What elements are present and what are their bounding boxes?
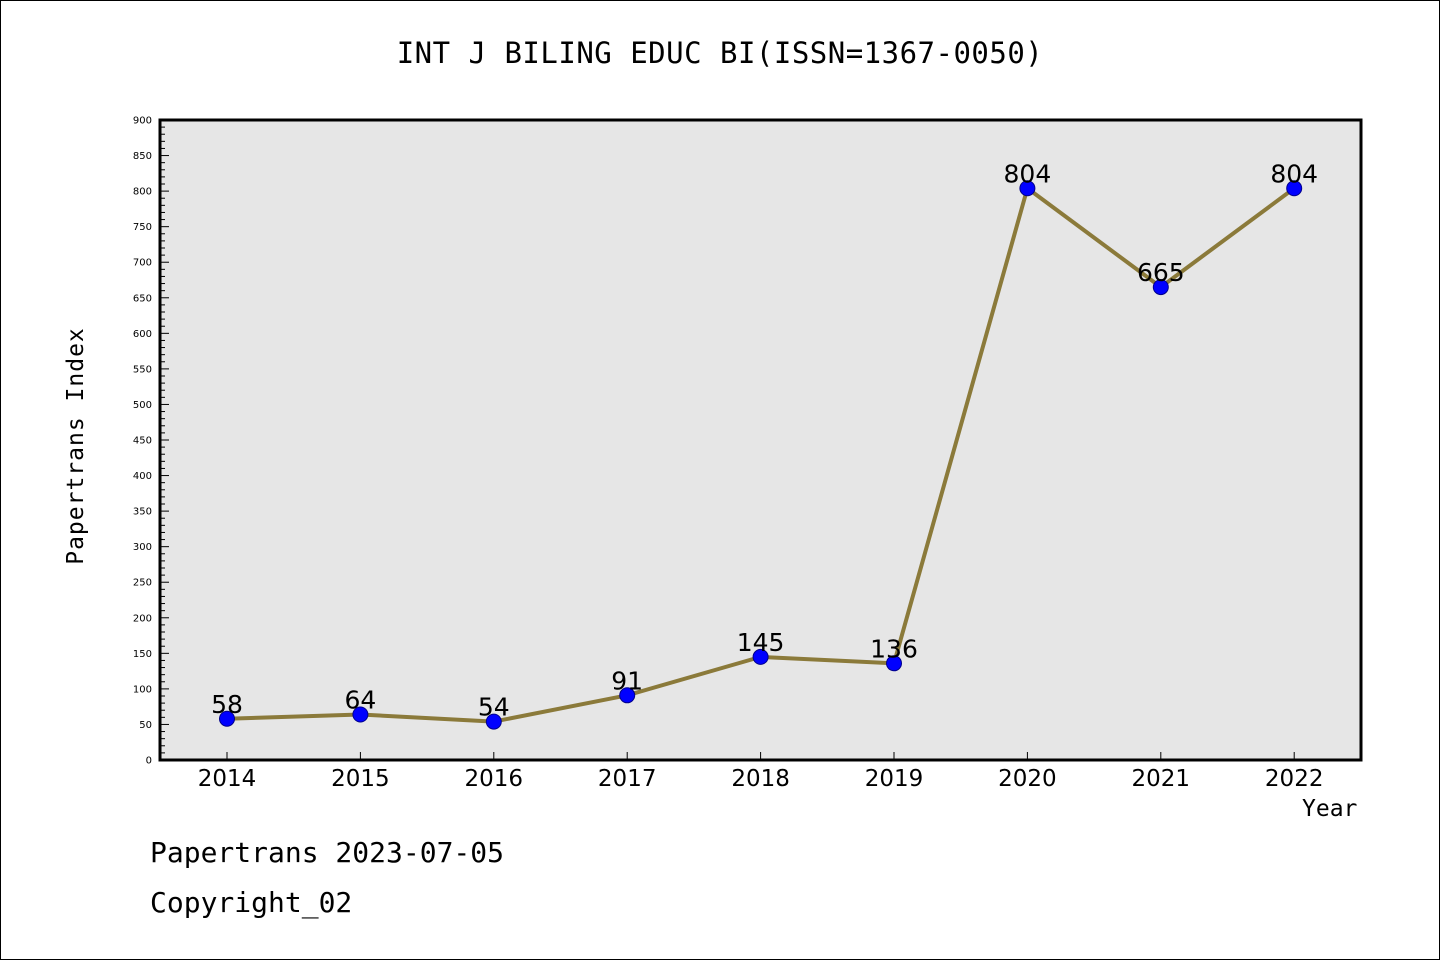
- y-tick-label: 250: [133, 578, 152, 589]
- y-tick-label: 350: [133, 507, 152, 518]
- x-tick-label: 2022: [1265, 766, 1324, 792]
- data-label: 804: [1270, 159, 1318, 188]
- y-tick-label: 900: [133, 116, 152, 127]
- y-tick-label: 500: [133, 400, 152, 411]
- data-point: [1019, 180, 1036, 197]
- y-tick-label: 550: [133, 364, 152, 375]
- x-tick-label: 2021: [1132, 766, 1191, 792]
- y-tick-label: 200: [133, 613, 152, 624]
- x-tick-label: 2016: [465, 766, 524, 792]
- y-tick-label: 750: [133, 222, 152, 233]
- x-tick-label: 2014: [198, 766, 257, 792]
- x-tick-label: 2017: [598, 766, 657, 792]
- y-tick-label: 800: [133, 187, 152, 198]
- y-tick-label: 850: [133, 151, 152, 162]
- x-tick-label: 2018: [731, 766, 790, 792]
- y-tick-label: 600: [133, 329, 152, 340]
- footer-copyright: Copyright_02: [150, 886, 353, 919]
- y-tick-label: 400: [133, 471, 152, 482]
- data-label: 804: [1004, 159, 1052, 188]
- x-axis-label: Year: [1302, 796, 1358, 822]
- data-point: [1286, 180, 1303, 197]
- data-label: 665: [1137, 258, 1185, 287]
- footer-date: Papertrans 2023-07-05: [150, 836, 505, 869]
- y-tick-label: 700: [133, 258, 152, 269]
- data-point: [752, 648, 769, 665]
- y-tick-label: 650: [133, 293, 152, 304]
- data-label: 64: [344, 685, 376, 714]
- data-point: [219, 710, 235, 727]
- y-tick-label: 100: [133, 684, 152, 695]
- data-point: [1152, 279, 1169, 296]
- y-tick-label: 300: [133, 542, 152, 553]
- data-point: [485, 713, 502, 730]
- x-tick-label: 2015: [331, 766, 390, 792]
- data-label: 91: [611, 666, 643, 695]
- y-tick-label: 150: [133, 649, 152, 660]
- chart-title: INT J BILING EDUC BI(ISSN=1367-0050): [396, 36, 1044, 70]
- data-label: 145: [737, 628, 785, 657]
- data-label: 54: [478, 693, 510, 722]
- data-point: [619, 687, 636, 704]
- data-label: 58: [211, 690, 243, 719]
- x-tick-label: 2020: [998, 766, 1057, 792]
- data-label: 136: [870, 634, 918, 663]
- data-point: [886, 655, 902, 672]
- data-point: [352, 706, 369, 723]
- y-tick-label: 0: [146, 756, 152, 767]
- plot-border: [158, 118, 1363, 762]
- x-tick-label: 2019: [865, 766, 924, 792]
- y-tick-label: 50: [139, 720, 152, 731]
- y-tick-label: 450: [133, 436, 152, 447]
